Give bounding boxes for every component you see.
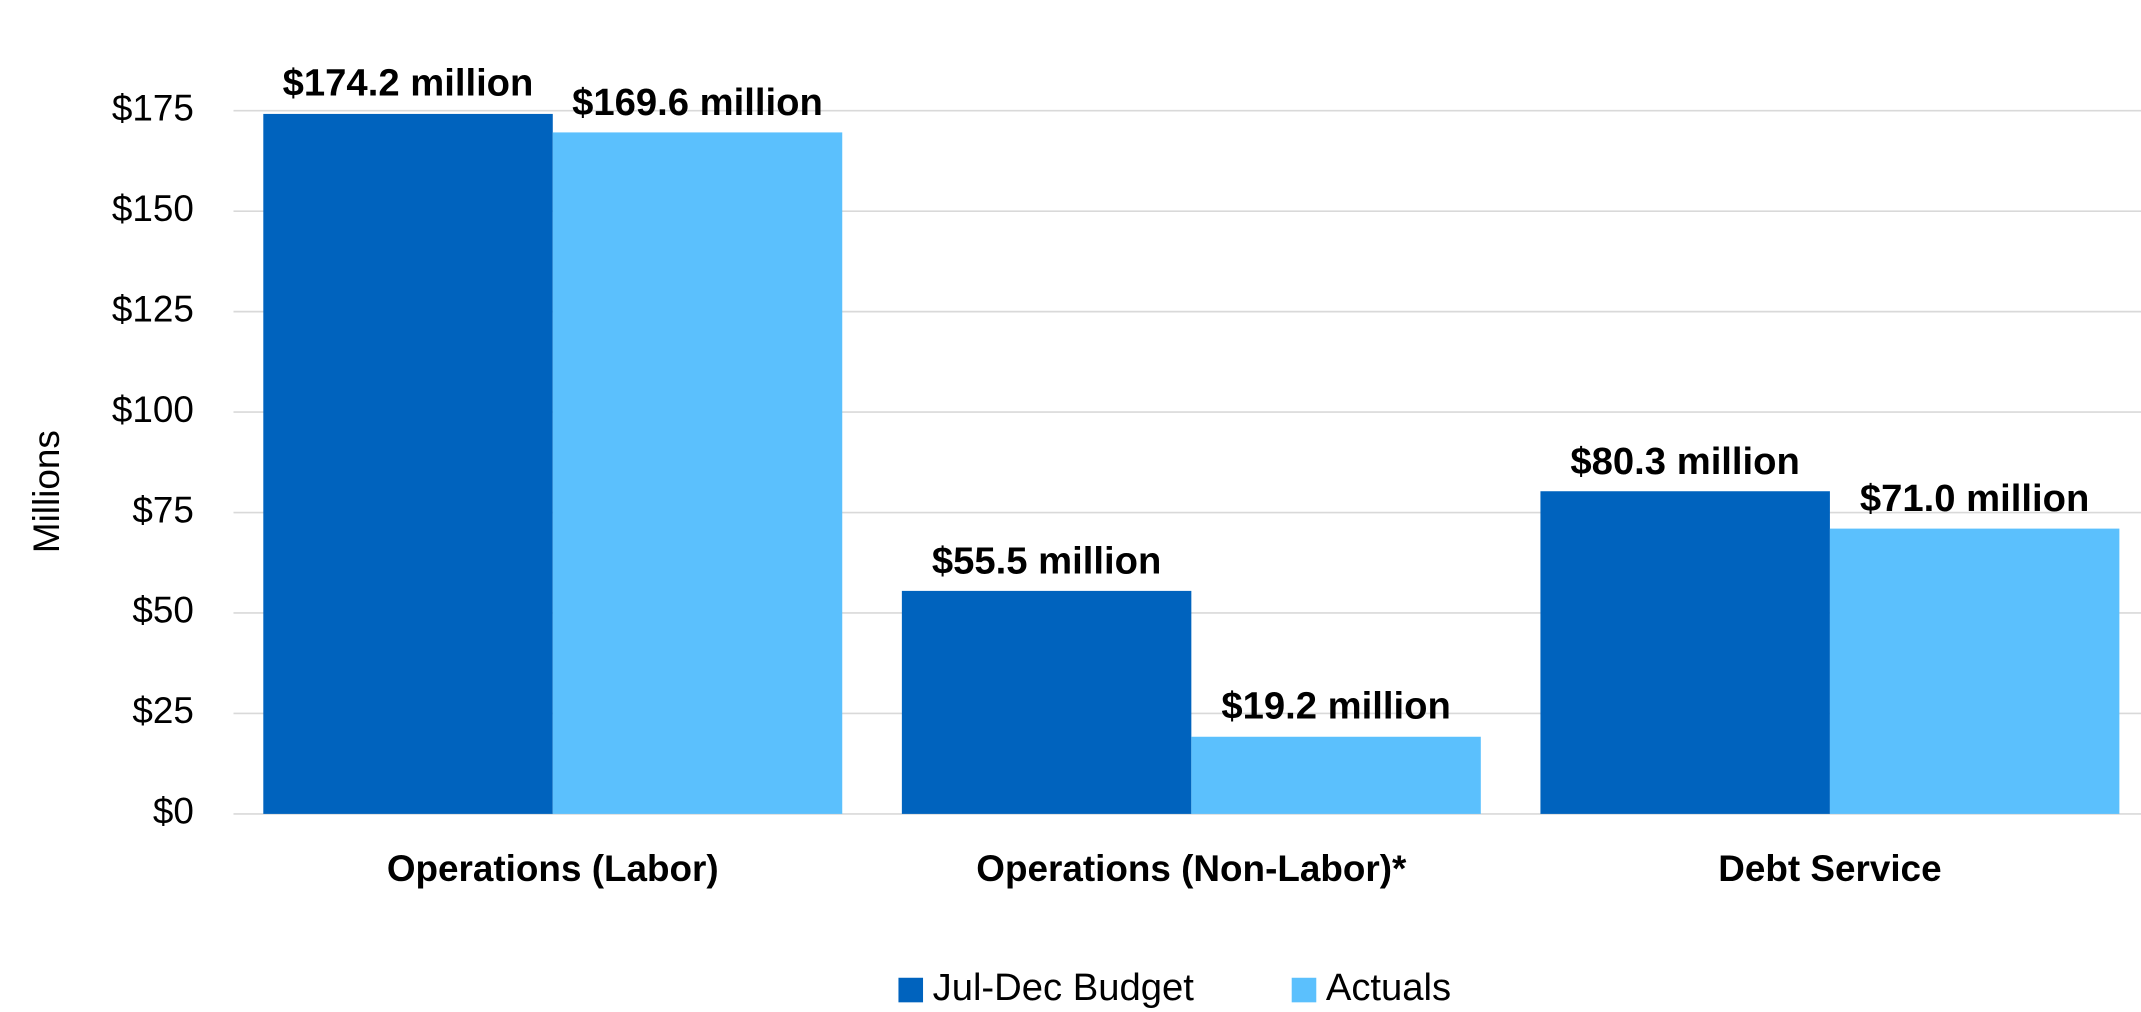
y-tick-label: $75 — [132, 489, 194, 530]
bar — [901, 590, 1192, 814]
bar — [1540, 491, 1830, 814]
x-tick-label: Operations (Non-Labor)* — [976, 848, 1407, 890]
legend-label: Jul-Dec Budget — [933, 966, 1195, 1009]
data-label-box: $169.6 million — [572, 80, 823, 123]
data-label-box: $55.5 million — [931, 538, 1162, 582]
x-tick-label-box: Operations (Labor) — [386, 848, 719, 890]
data-label: $55.5 million — [931, 538, 1162, 582]
x-tick-label-box: Debt Service — [1718, 848, 1942, 890]
legend-swatch — [1291, 977, 1317, 1003]
x-tick-label: Debt Service — [1718, 848, 1942, 890]
bar — [552, 132, 843, 814]
x-tick-label: Operations (Labor) — [386, 848, 719, 890]
y-tick-label: $125 — [112, 288, 194, 329]
y-tick-label: $0 — [153, 791, 194, 832]
bar — [263, 113, 553, 814]
y-tick-label: $100 — [112, 389, 194, 430]
data-label: $169.6 million — [572, 80, 823, 123]
y-tick-label: $50 — [132, 590, 194, 631]
data-label: $80.3 million — [1570, 439, 1800, 482]
data-label: $19.2 million — [1221, 684, 1451, 728]
bar — [1829, 528, 2120, 814]
x-tick-label-box: Operations (Non-Labor)* — [976, 848, 1407, 890]
y-tick-label: $25 — [132, 690, 194, 731]
y-tick-label: $175 — [112, 87, 194, 128]
data-label: $174.2 million — [282, 62, 534, 105]
data-label-box: $71.0 million — [1859, 476, 2090, 520]
y-axis-label: Millions — [26, 430, 67, 553]
legend-label: Actuals — [1326, 966, 1451, 1009]
data-label-box: $174.2 million — [282, 62, 534, 105]
data-label: $71.0 million — [1859, 476, 2090, 520]
data-label-box: $19.2 million — [1221, 684, 1451, 728]
bar — [1191, 736, 1481, 814]
data-label-box: $80.3 million — [1570, 439, 1800, 482]
y-tick-label: $150 — [112, 188, 194, 229]
legend-swatch — [898, 977, 924, 1003]
